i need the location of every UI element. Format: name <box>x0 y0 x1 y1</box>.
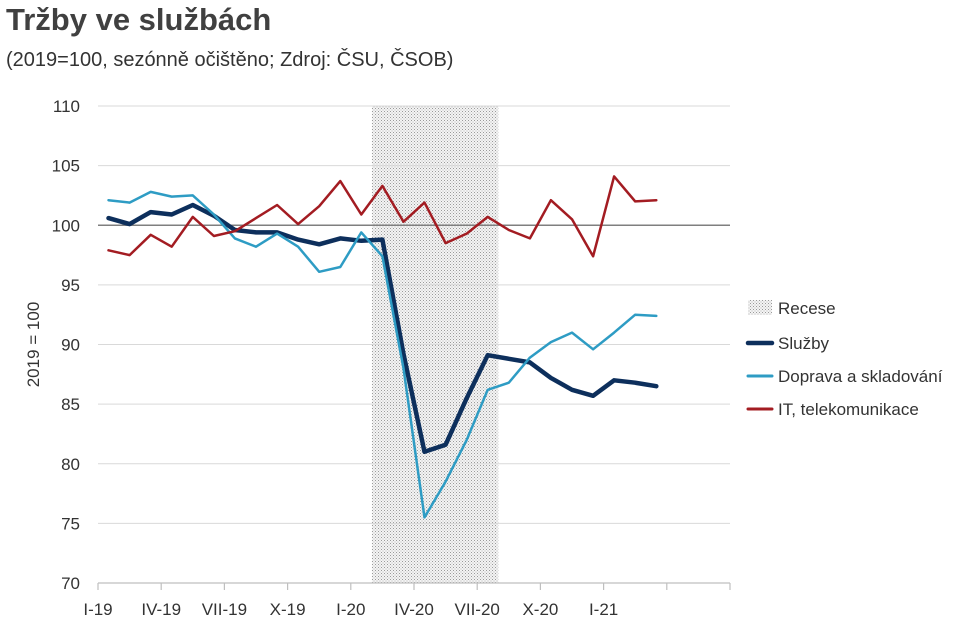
series-line-2 <box>107 190 658 519</box>
series-line-1 <box>106 202 659 455</box>
y-tick-label: 85 <box>61 395 80 414</box>
y-tick-label: 95 <box>61 276 80 295</box>
x-tick-label: IV-19 <box>141 600 181 619</box>
x-tick-label: VII-19 <box>202 600 247 619</box>
y-tick-label: 100 <box>52 216 80 235</box>
legend-label-recession: Recese <box>778 299 836 318</box>
chart-title: Tržby ve službách <box>6 2 272 37</box>
legend-label-series-3: IT, telekomunikace <box>778 400 919 419</box>
x-tick-label: IV-20 <box>394 600 434 619</box>
x-tick-label: X-19 <box>270 600 306 619</box>
legend-swatch-recession <box>748 300 772 315</box>
y-tick-label: 70 <box>61 574 80 593</box>
y-axis-label: 2019 = 100 <box>24 302 43 388</box>
legend-label-series-1: Služby <box>778 334 830 353</box>
x-tick-label: X-20 <box>522 600 558 619</box>
y-tick-label: 90 <box>61 336 80 355</box>
legend-label-series-2: Doprava a skladování <box>778 367 943 386</box>
x-tick-label: I-19 <box>83 600 112 619</box>
series-line-3 <box>107 175 658 258</box>
x-tick-label: I-21 <box>589 600 618 619</box>
x-tick-label: VII-20 <box>455 600 500 619</box>
chart-subtitle: (2019=100, sezónně očištěno; Zdroj: ČSU,… <box>6 49 454 71</box>
y-tick-label: 110 <box>53 97 80 116</box>
y-tick-label: 75 <box>61 514 80 533</box>
x-tick-label: I-20 <box>336 600 365 619</box>
y-tick-label: 105 <box>52 157 80 176</box>
y-tick-label: 80 <box>61 455 80 474</box>
